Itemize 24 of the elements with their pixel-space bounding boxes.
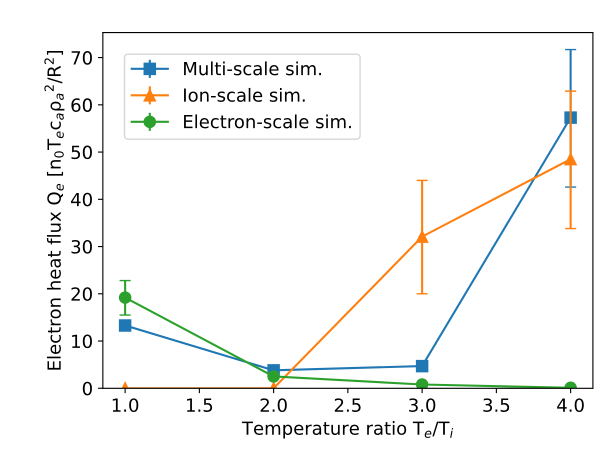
y-tick-label: 40 — [71, 192, 92, 206]
x-tick-label: 4.0 — [557, 398, 584, 412]
y-tick-label: 70 — [72, 51, 92, 65]
point — [118, 319, 132, 332]
x-tick-label: 1.5 — [187, 398, 212, 412]
x-tick-label: 2.5 — [334, 398, 361, 412]
legend-label: Ion-scale sim. — [184, 88, 305, 102]
text: Electron heat flux Q$_{e}$ [n$_{0}$T$_{e}$c$_{a}$ρ$_{a}$$^{2}$/R$^{2}$] — [44, 51, 64, 370]
y-tick-label: 20 — [71, 287, 92, 301]
point — [416, 378, 428, 388]
x-tick-label: 3.0 — [409, 398, 436, 412]
point — [416, 360, 428, 372]
x-axis-title: Temperature ratio T$_{e}$/T$_{i}$ — [242, 421, 454, 438]
y-tick-label: 50 — [72, 146, 92, 160]
legend-label: Electron-scale sim. — [184, 114, 351, 128]
legend-label: Multi-scale sim. — [184, 61, 322, 76]
point — [267, 370, 280, 383]
x-tick-label: 3.5 — [483, 398, 510, 412]
y-tick-label: 10 — [72, 334, 92, 348]
y-tick-label: 30 — [72, 240, 92, 254]
y-tick-label: 60 — [71, 98, 92, 112]
y-tick-label: 0 — [82, 382, 92, 396]
x-tick-label: 2.0 — [260, 398, 287, 412]
x-tick-label: 1.0 — [112, 398, 138, 412]
